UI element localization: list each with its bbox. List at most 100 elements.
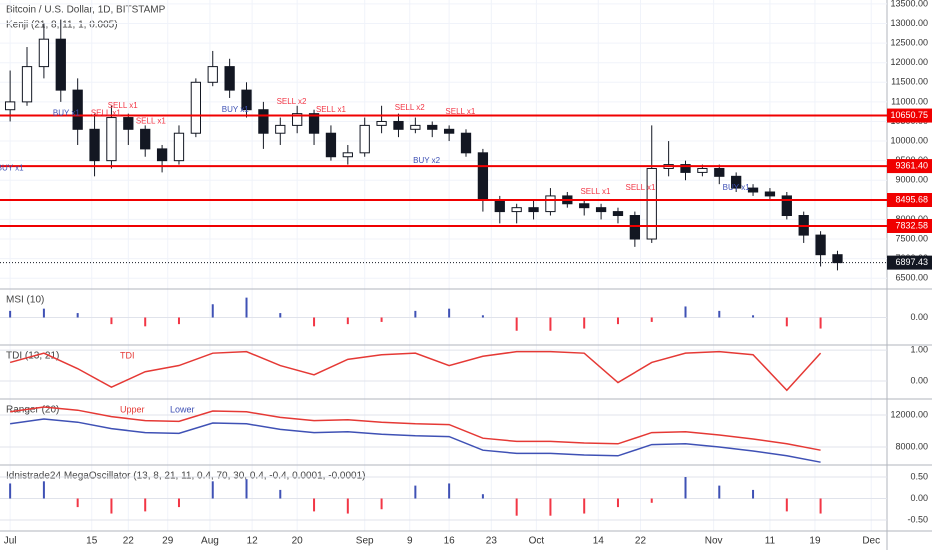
histogram-bar	[718, 310, 721, 318]
candle-body	[292, 113, 303, 126]
x-tick-label: 22	[123, 536, 135, 547]
histogram-bar	[9, 310, 12, 318]
x-tick-label: Oct	[529, 536, 545, 547]
signal-label: BUY x1	[53, 109, 81, 118]
candle-body	[4, 101, 16, 111]
histogram-bar	[279, 489, 282, 499]
y-tick-label: 7500.00	[895, 233, 928, 243]
candle-body	[140, 128, 151, 150]
signal-label: SELL x1	[445, 107, 475, 116]
level-tag	[887, 108, 932, 123]
candle-body	[89, 128, 100, 162]
y-tick-label: 6500.00	[895, 273, 928, 283]
histogram-bar	[414, 485, 417, 499]
histogram-bar	[414, 310, 417, 318]
histogram-bar	[684, 477, 687, 499]
histogram-bar	[245, 297, 248, 318]
candle-body	[697, 167, 708, 173]
candle-body	[460, 132, 472, 154]
x-tick-label: 22	[635, 536, 647, 547]
candle-body	[443, 128, 455, 134]
histogram-bar	[42, 481, 45, 499]
candle-body	[173, 132, 185, 162]
histogram-bar	[211, 304, 214, 318]
candle-body	[477, 152, 489, 201]
histogram-bar	[481, 315, 484, 318]
signal-label: SELL x2	[277, 97, 307, 106]
x-tick-label: 19	[809, 536, 821, 547]
histogram-bar	[515, 317, 518, 331]
x-tick-label: 14	[593, 536, 605, 547]
candle-body	[224, 66, 235, 91]
signal-label: SELL x2	[395, 103, 425, 112]
y-tick-label: 8000.00	[895, 441, 928, 451]
candle-body	[747, 187, 759, 193]
histogram-bar	[110, 498, 113, 514]
histogram-bar	[752, 489, 755, 499]
x-tick-label: Dec	[862, 536, 880, 547]
signal-label: SELL x1	[91, 109, 121, 118]
indicator-line	[10, 406, 821, 451]
histogram-bar	[549, 498, 552, 516]
candle-body	[275, 124, 286, 134]
level-label: 10650.75	[890, 110, 928, 120]
candle-body	[376, 120, 387, 126]
candle-body	[595, 207, 607, 213]
signal-label: BUY x1	[222, 105, 250, 114]
histogram-bar	[616, 317, 619, 325]
candle-body	[258, 109, 269, 134]
histogram-bar	[346, 498, 349, 514]
histogram-bar	[245, 479, 248, 499]
candle-body	[38, 38, 50, 68]
x-tick-label: 9	[407, 536, 413, 547]
histogram-bar	[211, 481, 214, 499]
signal-label: BUY x2	[413, 156, 441, 165]
histogram-bar	[76, 498, 79, 508]
histogram-bar	[279, 313, 282, 318]
x-tick-label: Aug	[201, 536, 219, 547]
y-tick-label: 0.00	[910, 375, 928, 385]
signal-label: SELL x1	[136, 117, 166, 126]
histogram-bar	[650, 317, 653, 322]
candle-body	[241, 89, 252, 111]
x-tick-label: 23	[486, 536, 498, 547]
candle-body	[528, 207, 539, 213]
candle-body	[629, 215, 641, 240]
histogram-bar	[650, 498, 653, 503]
signal-label: BUY x1	[0, 164, 24, 173]
histogram-bar	[819, 317, 822, 329]
signal-label: SELL x1	[316, 105, 346, 114]
candle-body	[106, 117, 117, 162]
candle-body	[190, 81, 202, 134]
histogram-bar	[9, 483, 12, 499]
histogram-bar	[785, 498, 788, 512]
candle-body	[815, 234, 826, 256]
candle-body	[612, 211, 624, 217]
histogram-bar	[616, 498, 619, 508]
signal-label: BUY x1	[723, 183, 751, 192]
candle-body	[156, 148, 168, 162]
histogram-bar	[448, 483, 451, 499]
histogram-bar	[549, 317, 552, 331]
level-tag	[887, 193, 932, 208]
y-tick-label: 13500.00	[890, 0, 928, 8]
candle-body	[764, 191, 776, 197]
y-tick-label: 12500.00	[890, 37, 928, 47]
histogram-bar	[313, 317, 316, 327]
pane-title: MSI (10)	[6, 295, 44, 306]
histogram-bar	[110, 317, 113, 325]
y-tick-label: 0.50	[910, 471, 928, 481]
histogram-bar	[144, 317, 147, 327]
legend-entry: TDI	[120, 350, 135, 360]
y-tick-label: 11500.00	[891, 77, 928, 87]
candle-body	[308, 113, 320, 134]
candle-body	[393, 120, 404, 130]
candle-body	[731, 175, 742, 189]
chart-title: Bitcoin / U.S. Dollar, 1D, BITSTAMP	[6, 5, 166, 16]
y-tick-label: 12000.00	[890, 57, 928, 67]
histogram-bar	[515, 498, 518, 516]
candle-body	[832, 254, 843, 264]
histogram-bar	[752, 315, 755, 318]
histogram-bar	[481, 494, 484, 499]
